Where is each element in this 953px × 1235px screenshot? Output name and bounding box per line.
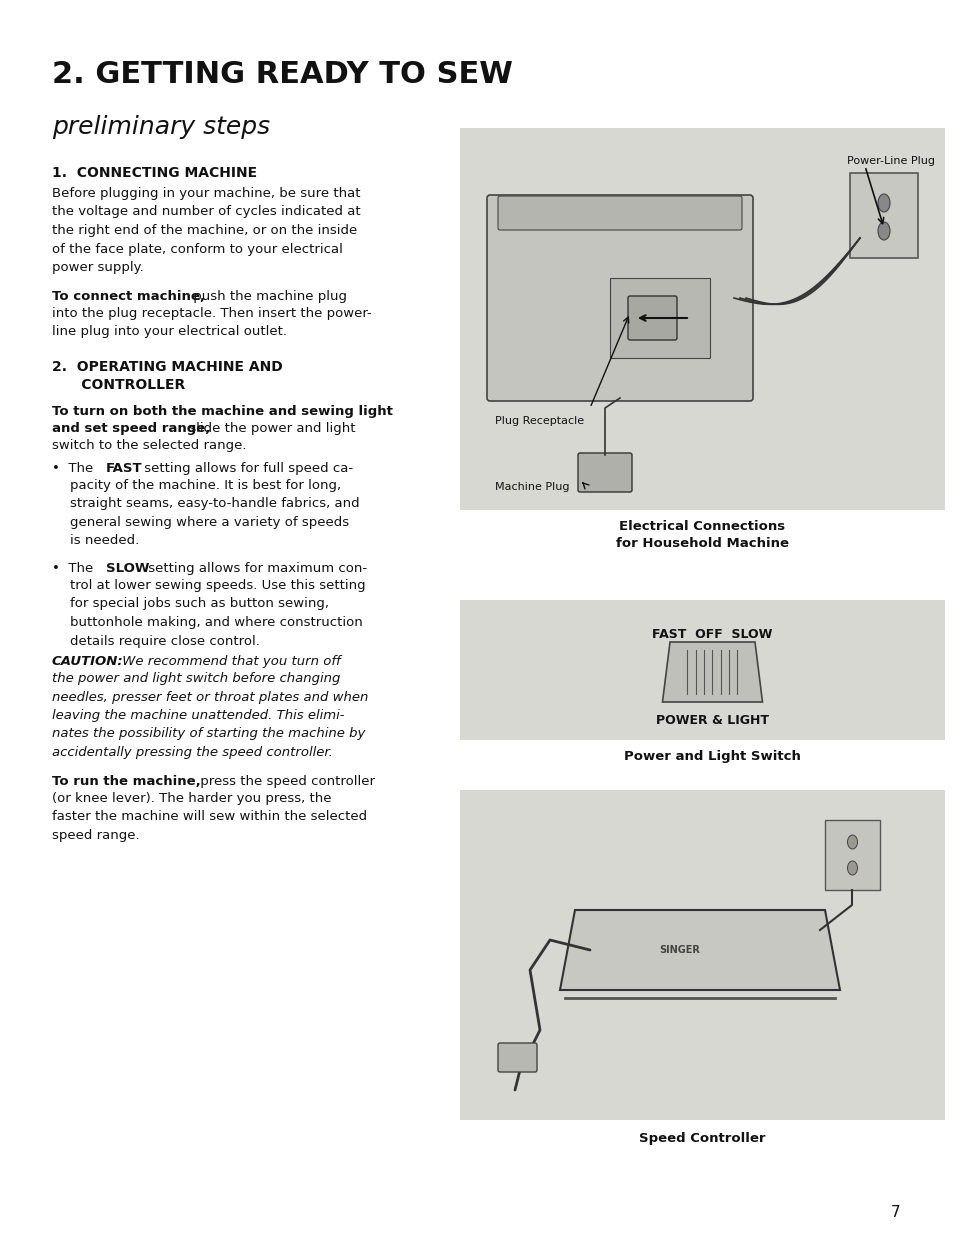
Bar xyxy=(609,278,709,358)
Ellipse shape xyxy=(846,861,857,876)
Text: 1.  CONNECTING MACHINE: 1. CONNECTING MACHINE xyxy=(52,165,257,180)
Bar xyxy=(824,820,879,890)
Text: 2. GETTING READY TO SEW: 2. GETTING READY TO SEW xyxy=(52,61,513,89)
Text: FAST: FAST xyxy=(106,462,143,475)
Bar xyxy=(459,790,944,1120)
Text: FAST  OFF  SLOW: FAST OFF SLOW xyxy=(652,629,772,641)
Text: switch to the selected range.: switch to the selected range. xyxy=(52,438,246,452)
Text: Plug Receptacle: Plug Receptacle xyxy=(495,416,583,426)
FancyBboxPatch shape xyxy=(486,195,752,401)
Ellipse shape xyxy=(846,835,857,848)
Text: preliminary steps: preliminary steps xyxy=(52,115,270,140)
Bar xyxy=(459,600,944,740)
Text: setting allows for maximum con-: setting allows for maximum con- xyxy=(144,562,367,576)
Text: the power and light switch before changing
needles, presser feet or throat plate: the power and light switch before changi… xyxy=(52,672,368,760)
Text: 2.  OPERATING MACHINE AND: 2. OPERATING MACHINE AND xyxy=(52,359,282,374)
Text: SLOW: SLOW xyxy=(106,562,150,576)
Text: and set speed range,: and set speed range, xyxy=(52,422,211,435)
Text: push the machine plug: push the machine plug xyxy=(189,290,347,303)
Text: CONTROLLER: CONTROLLER xyxy=(52,378,185,391)
Text: trol at lower sewing speeds. Use this setting
for special jobs such as button se: trol at lower sewing speeds. Use this se… xyxy=(70,579,365,647)
Text: Power-Line Plug: Power-Line Plug xyxy=(846,156,934,165)
Text: To connect machine,: To connect machine, xyxy=(52,290,205,303)
Polygon shape xyxy=(559,910,840,990)
Text: POWER & LIGHT: POWER & LIGHT xyxy=(656,714,768,727)
Text: SINGER: SINGER xyxy=(659,945,700,955)
Text: •  The: • The xyxy=(52,562,97,576)
Text: 7: 7 xyxy=(889,1205,899,1220)
Ellipse shape xyxy=(877,222,889,240)
Text: •  The: • The xyxy=(52,462,97,475)
Text: Electrical Connections: Electrical Connections xyxy=(618,520,784,534)
Text: CAUTION:: CAUTION: xyxy=(52,655,124,668)
Text: Power and Light Switch: Power and Light Switch xyxy=(623,750,801,763)
FancyBboxPatch shape xyxy=(627,296,677,340)
Text: We recommend that you turn off: We recommend that you turn off xyxy=(118,655,340,668)
Text: To run the machine,: To run the machine, xyxy=(52,776,200,788)
Text: into the plug receptacle. Then insert the power-
line plug into your electrical : into the plug receptacle. Then insert th… xyxy=(52,308,372,338)
Text: pacity of the machine. It is best for long,
straight seams, easy-to-handle fabri: pacity of the machine. It is best for lo… xyxy=(70,479,359,547)
Text: To turn on both the machine and sewing light: To turn on both the machine and sewing l… xyxy=(52,405,393,417)
Text: setting allows for full speed ca-: setting allows for full speed ca- xyxy=(140,462,353,475)
Text: Speed Controller: Speed Controller xyxy=(639,1132,765,1145)
Polygon shape xyxy=(661,642,761,701)
Text: press the speed controller: press the speed controller xyxy=(195,776,375,788)
FancyBboxPatch shape xyxy=(497,196,741,230)
Text: slide the power and light: slide the power and light xyxy=(185,422,355,435)
Bar xyxy=(849,173,917,258)
Ellipse shape xyxy=(877,194,889,212)
Bar xyxy=(459,128,944,510)
Text: Machine Plug: Machine Plug xyxy=(495,482,569,492)
Text: for Household Machine: for Household Machine xyxy=(616,537,788,550)
Text: Before plugging in your machine, be sure that
the voltage and number of cycles i: Before plugging in your machine, be sure… xyxy=(52,186,360,274)
Text: (or knee lever). The harder you press, the
faster the machine will sew within th: (or knee lever). The harder you press, t… xyxy=(52,792,367,842)
FancyBboxPatch shape xyxy=(497,1044,537,1072)
FancyBboxPatch shape xyxy=(578,453,631,492)
